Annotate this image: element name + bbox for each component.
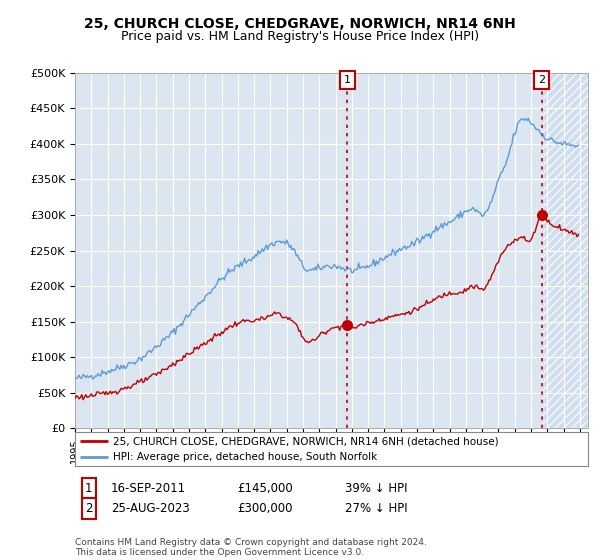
Text: 25-AUG-2023: 25-AUG-2023 (111, 502, 190, 515)
Text: Contains HM Land Registry data © Crown copyright and database right 2024.
This d: Contains HM Land Registry data © Crown c… (75, 538, 427, 557)
Text: 2: 2 (85, 502, 92, 515)
Text: £300,000: £300,000 (237, 502, 293, 515)
Text: 1: 1 (344, 75, 350, 85)
Text: 25, CHURCH CLOSE, CHEDGRAVE, NORWICH, NR14 6NH: 25, CHURCH CLOSE, CHEDGRAVE, NORWICH, NR… (84, 16, 516, 30)
Text: Price paid vs. HM Land Registry's House Price Index (HPI): Price paid vs. HM Land Registry's House … (121, 30, 479, 43)
Text: 25, CHURCH CLOSE, CHEDGRAVE, NORWICH, NR14 6NH (detached house): 25, CHURCH CLOSE, CHEDGRAVE, NORWICH, NR… (113, 436, 499, 446)
Text: £145,000: £145,000 (237, 482, 293, 495)
Text: 39% ↓ HPI: 39% ↓ HPI (345, 482, 407, 495)
Text: 1: 1 (85, 482, 92, 495)
Text: 27% ↓ HPI: 27% ↓ HPI (345, 502, 407, 515)
Text: 2: 2 (538, 75, 545, 85)
Text: 16-SEP-2011: 16-SEP-2011 (111, 482, 186, 495)
Text: HPI: Average price, detached house, South Norfolk: HPI: Average price, detached house, Sout… (113, 452, 378, 462)
